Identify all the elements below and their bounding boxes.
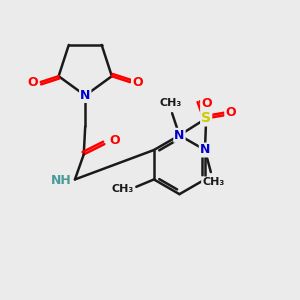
- Text: CH₃: CH₃: [112, 184, 134, 194]
- Text: O: O: [132, 76, 142, 88]
- Text: N: N: [174, 129, 184, 142]
- Text: N: N: [80, 89, 90, 102]
- Text: O: O: [28, 76, 38, 88]
- Text: O: O: [110, 134, 120, 147]
- Text: CH₃: CH₃: [160, 98, 182, 108]
- Text: O: O: [225, 106, 236, 119]
- Text: N: N: [200, 143, 210, 157]
- Text: NH: NH: [51, 174, 72, 188]
- Text: S: S: [201, 111, 211, 125]
- Text: O: O: [201, 98, 212, 110]
- Text: CH₃: CH₃: [202, 177, 224, 188]
